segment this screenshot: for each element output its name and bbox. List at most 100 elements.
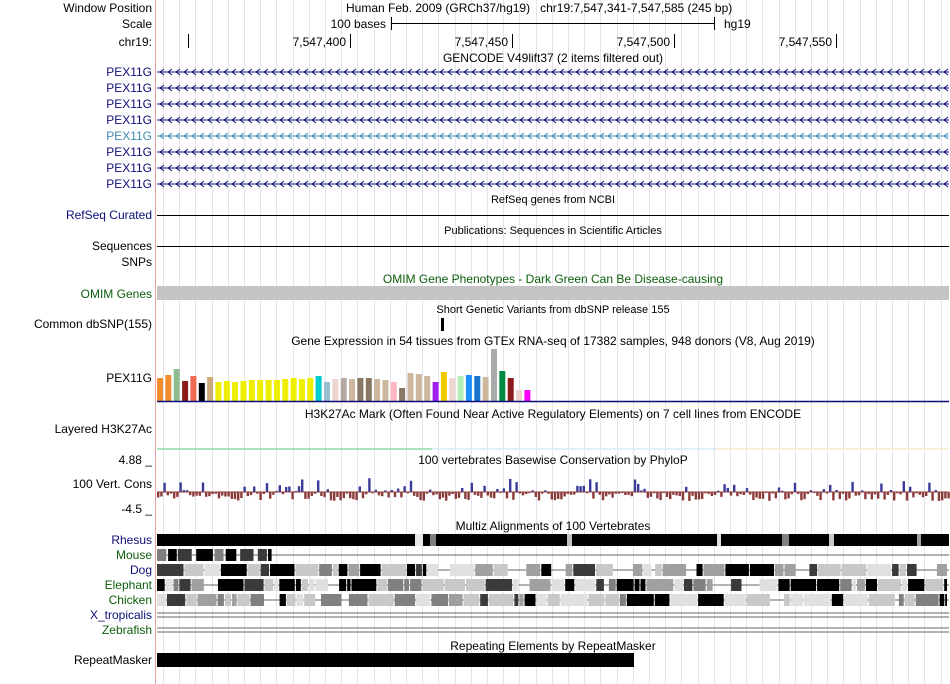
gtex-tissue-bar[interactable] bbox=[415, 374, 422, 401]
gtex-tissue-bar[interactable] bbox=[482, 377, 489, 401]
gencode-gene-label[interactable]: PEX11G bbox=[106, 97, 152, 111]
gtex-tissue-bar[interactable] bbox=[182, 381, 189, 401]
gencode-gene-feature[interactable] bbox=[157, 82, 949, 94]
gtex-tissue-bar[interactable] bbox=[524, 390, 531, 401]
gtex-tissue-bar[interactable] bbox=[282, 379, 289, 401]
gencode-gene-label[interactable]: PEX11G bbox=[106, 177, 152, 191]
gtex-tissue-bar[interactable] bbox=[207, 377, 214, 401]
gtex-track-label[interactable]: PEX11G bbox=[106, 371, 152, 385]
multiz-species-label[interactable]: Elephant bbox=[104, 578, 152, 592]
grid-line bbox=[325, 0, 326, 684]
gencode-gene-label[interactable]: PEX11G bbox=[106, 81, 152, 95]
gencode-gene-feature[interactable] bbox=[157, 162, 949, 174]
gtex-tissue-bar[interactable] bbox=[290, 378, 297, 401]
gtex-tissue-bar[interactable] bbox=[390, 382, 397, 401]
multiz-species-label[interactable]: Dog bbox=[129, 563, 152, 577]
gencode-gene-label[interactable]: PEX11G bbox=[106, 145, 152, 159]
multiz-species-row[interactable] bbox=[157, 534, 949, 546]
grid-line bbox=[941, 0, 942, 684]
gtex-tissue-bar[interactable] bbox=[248, 380, 255, 401]
omim-track-label[interactable]: OMIM Genes bbox=[80, 287, 152, 301]
gtex-tissue-bar[interactable] bbox=[449, 378, 456, 401]
gtex-tissue-bar[interactable] bbox=[273, 380, 280, 401]
gencode-gene-feature[interactable] bbox=[157, 178, 949, 190]
grid-line bbox=[260, 0, 261, 684]
gtex-tissue-bar[interactable] bbox=[257, 380, 264, 401]
gencode-gene-feature[interactable] bbox=[157, 130, 949, 142]
h3k27ac-track-label[interactable]: Layered H3K27Ac bbox=[54, 422, 152, 436]
gtex-tissue-bar[interactable] bbox=[399, 388, 406, 401]
gtex-tissue-bar[interactable] bbox=[340, 378, 347, 401]
gtex-tissue-bar[interactable] bbox=[440, 372, 447, 401]
gtex-tissue-bar[interactable] bbox=[365, 378, 372, 401]
multiz-species-label[interactable]: Rhesus bbox=[111, 533, 152, 547]
gtex-tissue-bar[interactable] bbox=[491, 349, 497, 401]
multiz-species-row[interactable] bbox=[157, 627, 949, 633]
h3k27ac-track-title: H3K27Ac Mark (Often Found Near Active Re… bbox=[304, 407, 802, 421]
multiz-species-row[interactable] bbox=[157, 579, 949, 591]
gencode-gene-label[interactable]: PEX11G bbox=[106, 129, 152, 143]
gtex-tissue-bar[interactable] bbox=[190, 376, 197, 401]
repeatmasker-track-label[interactable]: RepeatMasker bbox=[73, 653, 152, 667]
dbsnp-variant[interactable] bbox=[441, 318, 444, 331]
gtex-tissue-bar[interactable] bbox=[232, 382, 239, 401]
multiz-alignment-blocks[interactable] bbox=[157, 532, 949, 636]
gtex-tissue-bar[interactable] bbox=[332, 379, 339, 401]
gencode-gene-label[interactable]: PEX11G bbox=[106, 65, 152, 79]
gtex-tissue-bar[interactable] bbox=[499, 371, 506, 401]
gtex-tissue-bar[interactable] bbox=[298, 379, 305, 401]
multiz-species-row[interactable] bbox=[157, 549, 949, 561]
gtex-tissue-bar[interactable] bbox=[407, 373, 414, 401]
dbsnp-track-label[interactable]: Common dbSNP(155) bbox=[33, 317, 152, 331]
multiz-species-row[interactable] bbox=[157, 564, 949, 576]
cons-wiggle[interactable] bbox=[157, 470, 950, 516]
gencode-gene-label[interactable]: PEX11G bbox=[106, 113, 152, 127]
gtex-tissue-bar[interactable] bbox=[265, 380, 272, 401]
multiz-species-row[interactable] bbox=[157, 594, 949, 606]
gencode-gene-label[interactable]: PEX11G bbox=[106, 161, 152, 175]
ruler-tick-label: 7,547,500 bbox=[616, 35, 670, 49]
grid-line bbox=[730, 0, 731, 684]
gtex-tissue-bar[interactable] bbox=[324, 382, 330, 401]
gtex-tissue-bar[interactable] bbox=[173, 369, 180, 401]
gtex-tissue-bar[interactable] bbox=[198, 383, 205, 401]
gencode-gene-feature[interactable] bbox=[157, 114, 949, 126]
gtex-tissue-bar[interactable] bbox=[474, 376, 481, 401]
gtex-tissue-bar[interactable] bbox=[516, 390, 522, 401]
gtex-tissue-bar[interactable] bbox=[507, 378, 514, 401]
gtex-tissue-bar[interactable] bbox=[432, 382, 439, 401]
gencode-gene-feature[interactable] bbox=[157, 98, 949, 110]
multiz-species-row[interactable] bbox=[157, 612, 949, 618]
gtex-tissue-bar[interactable] bbox=[215, 382, 222, 401]
gtex-tissue-bar[interactable] bbox=[240, 381, 247, 401]
gencode-gene-feature[interactable] bbox=[157, 146, 949, 158]
gtex-tissue-bar[interactable] bbox=[223, 381, 230, 401]
cons-track-label[interactable]: 100 Vert. Cons bbox=[72, 477, 152, 491]
gtex-tissue-bar[interactable] bbox=[349, 379, 355, 401]
gtex-tissue-bar[interactable] bbox=[357, 378, 364, 401]
multiz-species-label[interactable]: X_tropicalis bbox=[89, 608, 152, 622]
gencode-gene-feature[interactable] bbox=[157, 66, 949, 78]
gtex-tissue-bar[interactable] bbox=[424, 376, 431, 401]
scale-bar bbox=[391, 23, 715, 24]
gtex-tissue-bar[interactable] bbox=[157, 378, 163, 401]
gtex-track-title: Gene Expression in 54 tissues from GTEx … bbox=[291, 334, 815, 348]
snps-label: SNPs bbox=[121, 255, 152, 269]
gtex-tissue-bar[interactable] bbox=[315, 376, 322, 401]
multiz-species-label[interactable]: Mouse bbox=[115, 548, 152, 562]
gtex-tissue-bar[interactable] bbox=[307, 378, 314, 401]
gtex-tissue-bar[interactable] bbox=[165, 375, 172, 401]
publications-track-label[interactable]: Sequences bbox=[91, 239, 152, 253]
multiz-species-label[interactable]: Chicken bbox=[108, 593, 152, 607]
repeatmasker-element[interactable] bbox=[157, 653, 634, 667]
gtex-tissue-bar[interactable] bbox=[457, 376, 464, 401]
multiz-species-label[interactable]: Zebrafish bbox=[101, 623, 152, 637]
gtex-tissue-bar[interactable] bbox=[382, 380, 389, 401]
refseq-track-label[interactable]: RefSeq Curated bbox=[65, 208, 152, 222]
omim-gene-bar[interactable] bbox=[157, 286, 949, 300]
gtex-tissue-bar[interactable] bbox=[465, 375, 472, 401]
grid-line bbox=[779, 0, 780, 684]
gtex-tissue-bar[interactable] bbox=[374, 379, 381, 401]
